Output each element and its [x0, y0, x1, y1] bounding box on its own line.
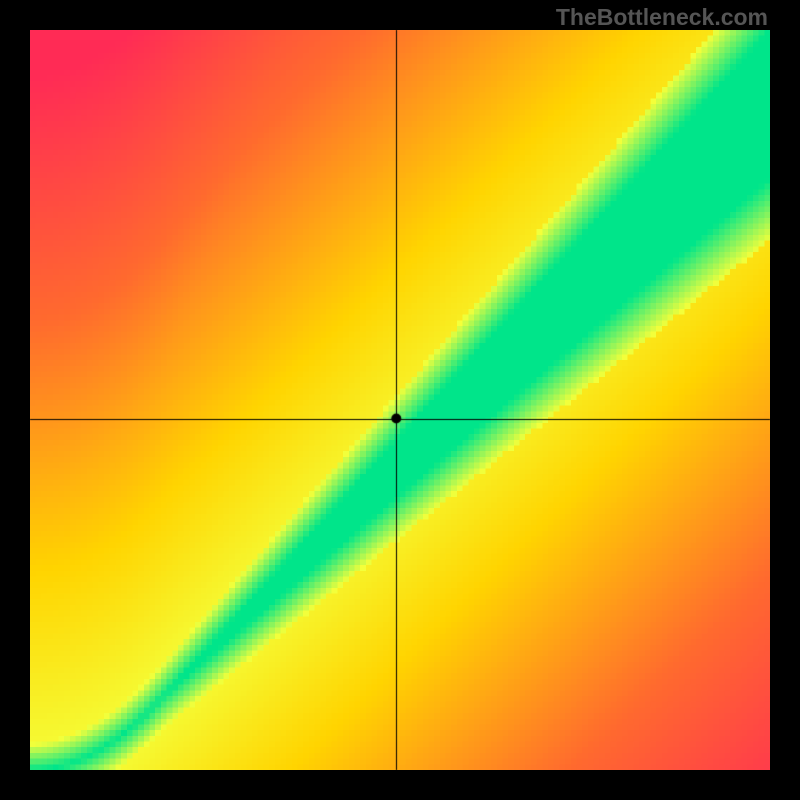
- watermark-text: TheBottleneck.com: [556, 4, 768, 31]
- crosshair-overlay: [0, 0, 800, 800]
- chart-container: TheBottleneck.com: [0, 0, 800, 800]
